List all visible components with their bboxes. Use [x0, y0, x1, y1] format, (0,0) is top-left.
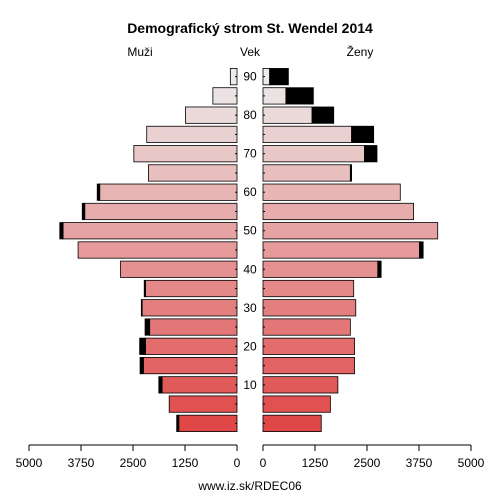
women-label: Ženy — [347, 44, 374, 59]
men-bar — [99, 183, 238, 201]
men-x-tick-label: 0 — [234, 456, 241, 470]
women-bar — [262, 145, 365, 163]
women-bar — [262, 202, 414, 221]
women-bar — [262, 164, 351, 182]
women-bar — [262, 183, 401, 201]
men-bar — [178, 414, 238, 432]
women-bar — [262, 279, 355, 298]
bars-group — [59, 68, 439, 432]
women-bar — [262, 260, 379, 278]
women-bar — [262, 241, 420, 259]
women-x-tick-label: 5000 — [458, 456, 485, 470]
men-bar — [133, 145, 238, 163]
age-tick-label: 80 — [243, 108, 257, 122]
women-excess-bar — [285, 87, 314, 105]
age-tick-label: 20 — [243, 339, 257, 353]
women-bar — [262, 395, 331, 413]
men-bar — [149, 318, 238, 336]
men-label: Muži — [127, 45, 152, 59]
chart-title: Demografický strom St. Wendel 2014 — [127, 20, 373, 36]
men-excess-bar — [139, 337, 146, 355]
age-tick-label: 70 — [243, 147, 257, 161]
women-bar — [262, 299, 357, 317]
men-excess-bar — [158, 376, 163, 394]
men-x-tick-label: 2500 — [120, 456, 147, 470]
footer-source: www.iz.sk/RDEC06 — [197, 479, 302, 493]
women-bar — [262, 414, 322, 432]
women-bar — [262, 125, 353, 144]
age-tick-label: 30 — [243, 301, 257, 315]
men-x-tick-label: 5000 — [16, 456, 43, 470]
age-tick-label: 40 — [243, 262, 257, 276]
women-excess-bar — [269, 68, 289, 86]
women-bar — [262, 106, 313, 124]
women-excess-bar — [311, 106, 335, 124]
axes-group: 10 20 30 40 50 60 70 80 90 0 0 1250 1250 2500 2500 3750… — [16, 70, 485, 470]
men-excess-bar — [140, 299, 143, 317]
men-bar — [212, 87, 238, 105]
men-bar — [145, 337, 238, 355]
men-bar — [84, 202, 238, 221]
men-excess-bar — [139, 356, 144, 375]
men-bar — [77, 241, 238, 259]
men-excess-bar — [81, 202, 86, 221]
women-x-tick-label: 0 — [260, 456, 267, 470]
men-bar — [161, 376, 238, 394]
women-bar — [262, 222, 439, 240]
women-bar — [262, 318, 351, 336]
age-tick-label: 90 — [243, 70, 257, 84]
women-excess-bar — [351, 125, 375, 144]
women-bar — [262, 376, 339, 394]
men-bar — [142, 356, 238, 375]
women-x-tick-label: 3750 — [406, 456, 433, 470]
men-excess-bar — [143, 279, 146, 298]
men-bar — [146, 125, 238, 144]
men-bar — [185, 106, 238, 124]
men-excess-bar — [176, 414, 180, 432]
men-excess-bar — [144, 318, 151, 336]
women-x-tick-label: 2500 — [354, 456, 381, 470]
women-bar — [262, 87, 287, 105]
women-excess-bar — [419, 241, 424, 259]
age-tick-label: 50 — [243, 224, 257, 238]
men-bar — [62, 222, 238, 240]
women-excess-bar — [349, 164, 353, 182]
age-axis-label: Vek — [240, 45, 261, 59]
men-bar — [147, 164, 238, 182]
women-excess-bar — [364, 145, 378, 163]
women-bar — [262, 337, 355, 355]
men-excess-bar — [96, 183, 101, 201]
men-bar — [141, 299, 238, 317]
men-bar — [120, 260, 238, 278]
men-x-tick-label: 3750 — [68, 456, 95, 470]
women-bar — [262, 356, 355, 375]
age-tick-label: 60 — [243, 185, 257, 199]
men-bar — [168, 395, 238, 413]
men-excess-bar — [59, 222, 64, 240]
women-excess-bar — [377, 260, 382, 278]
women-x-tick-label: 1250 — [302, 456, 329, 470]
men-bar — [145, 279, 238, 298]
men-x-tick-label: 1250 — [172, 456, 199, 470]
age-tick-label: 10 — [243, 378, 257, 392]
